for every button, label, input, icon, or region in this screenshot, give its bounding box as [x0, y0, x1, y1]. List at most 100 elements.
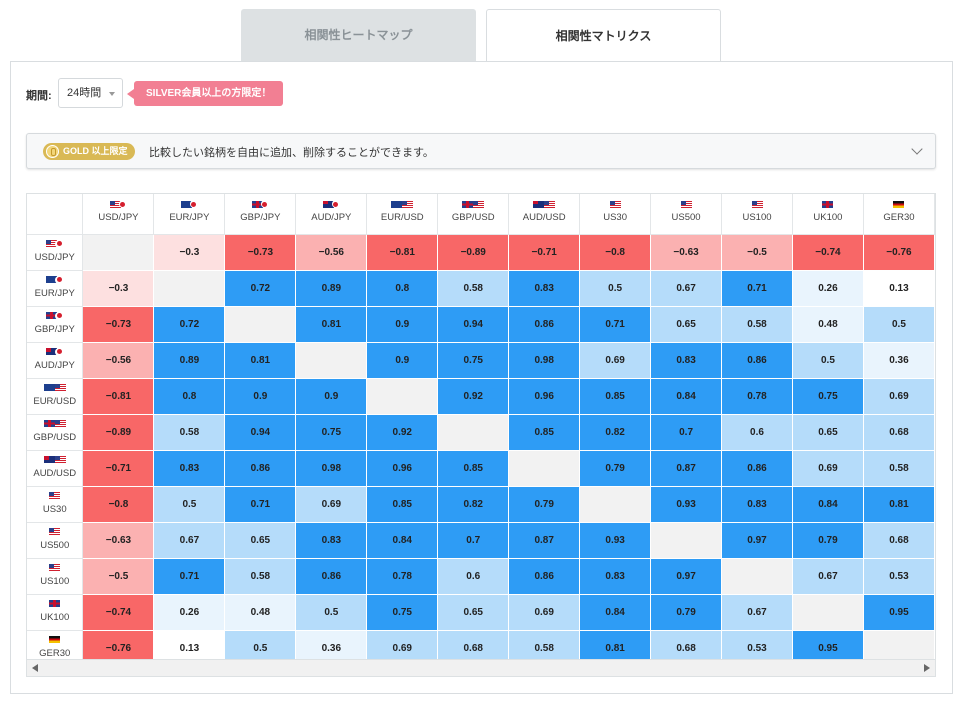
matrix-cell: 0.93 [650, 486, 723, 523]
flag-gb-icon [46, 312, 58, 320]
chevron-down-icon[interactable] [911, 143, 923, 155]
matrix-cell: 0.58 [863, 450, 935, 487]
matrix-cell-diagonal [792, 594, 864, 631]
matrix-cell: −0.63 [82, 522, 155, 559]
flag-us-icon [46, 240, 58, 248]
feature-notice[interactable]: GOLD 以上限定 比較したい銘柄を自由に追加、削除することができます。 [26, 133, 936, 169]
matrix-cell: 0.83 [721, 486, 793, 523]
row-header: EUR/JPY [27, 270, 84, 307]
flag-jp-icon [55, 275, 64, 284]
matrix-cell-diagonal [224, 306, 297, 343]
flag-group [864, 199, 934, 210]
flag-au-icon [46, 348, 58, 356]
row-header-label: GBP/JPY [34, 323, 75, 335]
scroll-left-icon[interactable] [32, 664, 38, 672]
matrix-cell: 0.67 [792, 558, 864, 595]
flag-us-icon [49, 564, 61, 572]
matrix-cell: −0.56 [82, 342, 155, 379]
correlation-matrix: USD/JPY EUR/JPY GBP/JPY AUD/JPY EUR/USD GBP/U… [26, 193, 936, 660]
row-header-label: GBP/USD [33, 431, 77, 443]
matrix-cell: −0.81 [82, 378, 155, 415]
flag-us-icon [680, 200, 692, 208]
column-header-label: UK100 [813, 212, 843, 223]
row-header: GER30 [27, 630, 84, 659]
matrix-cell-diagonal [863, 630, 935, 659]
matrix-cell: 0.96 [508, 378, 581, 415]
matrix-cell: 0.48 [792, 306, 864, 343]
matrix-cell: 0.87 [650, 450, 723, 487]
matrix-cell: −0.74 [82, 594, 155, 631]
matrix-cell: −0.71 [82, 450, 155, 487]
matrix-cell: 0.75 [792, 378, 864, 415]
matrix-cell: 0.69 [366, 630, 439, 659]
matrix-cell: −0.81 [366, 234, 439, 271]
matrix-cell: 0.5 [224, 630, 297, 659]
matrix-cell: 0.68 [437, 630, 510, 659]
matrix-cell: 0.95 [863, 594, 935, 631]
matrix-cell: 0.85 [437, 450, 510, 487]
flag-us-icon [49, 492, 61, 500]
matrix-cell: 0.75 [295, 414, 368, 451]
matrix-cell: 0.58 [721, 306, 793, 343]
column-header-label: US100 [742, 212, 772, 223]
matrix-cell: 0.86 [721, 450, 793, 487]
matrix-row: US30 −0.8 0.5 0.71 0.69 0.85 0.82 0.79 0.93 0.83 0… [27, 486, 935, 523]
row-header-label: US100 [40, 575, 70, 587]
matrix-cell: 0.83 [650, 342, 723, 379]
matrix-row: GBP/JPY −0.73 0.72 0.81 0.9 0.94 0.86 0.71 0.65 0… [27, 306, 935, 343]
scroll-right-icon[interactable] [924, 664, 930, 672]
tab-correlation-matrix[interactable]: 相関性マトリクス [486, 9, 721, 62]
flag-jp-icon [118, 200, 127, 209]
row-header-label: EUR/USD [33, 395, 77, 407]
column-header: GBP/USD [437, 194, 510, 235]
flag-us-icon [49, 528, 61, 536]
matrix-cell: 0.81 [579, 630, 652, 659]
flag-jp-icon [260, 200, 269, 209]
matrix-cell: 0.58 [153, 414, 226, 451]
flag-us-icon [402, 200, 414, 208]
matrix-cell: −0.3 [153, 234, 226, 271]
matrix-cell: 0.5 [153, 486, 226, 523]
matrix-cell: 0.84 [792, 486, 864, 523]
matrix-cell: 0.83 [153, 450, 226, 487]
matrix-cell: 0.69 [295, 486, 368, 523]
row-header: EUR/USD [27, 378, 84, 415]
matrix-cell: 0.93 [579, 522, 652, 559]
flag-jp-icon [331, 200, 340, 209]
flag-de-icon [893, 200, 905, 208]
column-header: AUD/USD [508, 194, 581, 235]
gold-badge-text: GOLD 以上限定 [63, 146, 128, 156]
column-header: GBP/JPY [224, 194, 297, 235]
flag-group [793, 199, 863, 210]
flag-group [509, 199, 579, 210]
horizontal-scrollbar[interactable] [26, 660, 936, 677]
matrix-cell: 0.97 [650, 558, 723, 595]
flag-group [27, 311, 82, 322]
matrix-cell: 0.78 [721, 378, 793, 415]
flag-group [438, 199, 508, 210]
matrix-cell: 0.84 [366, 522, 439, 559]
column-header-label: EUR/JPY [169, 212, 210, 223]
correlation-table: USD/JPY EUR/JPY GBP/JPY AUD/JPY EUR/USD GBP/U… [27, 194, 935, 659]
column-header-label: AUD/USD [522, 212, 566, 223]
period-select[interactable]: 24時間 [58, 78, 123, 108]
matrix-cell: 0.67 [721, 594, 793, 631]
matrix-cell: 0.86 [508, 306, 581, 343]
flag-us-icon [54, 384, 66, 392]
matrix-cell: 0.71 [579, 306, 652, 343]
matrix-cell: 0.81 [863, 486, 935, 523]
flag-eu-icon [46, 276, 58, 284]
flag-group [27, 455, 82, 466]
column-header-label: US500 [671, 212, 701, 223]
matrix-cell: 0.82 [437, 486, 510, 523]
matrix-cell: 0.7 [437, 522, 510, 559]
matrix-cell: −0.73 [224, 234, 297, 271]
matrix-cell: 0.84 [650, 378, 723, 415]
matrix-cell: 0.89 [153, 342, 226, 379]
column-header-label: GBP/JPY [240, 212, 281, 223]
matrix-cell: 0.58 [224, 558, 297, 595]
matrix-cell: 0.9 [366, 342, 439, 379]
matrix-cell: 0.36 [863, 342, 935, 379]
tab-correlation-heatmap[interactable]: 相関性ヒートマップ [241, 9, 476, 61]
matrix-cell: −0.76 [863, 234, 935, 271]
